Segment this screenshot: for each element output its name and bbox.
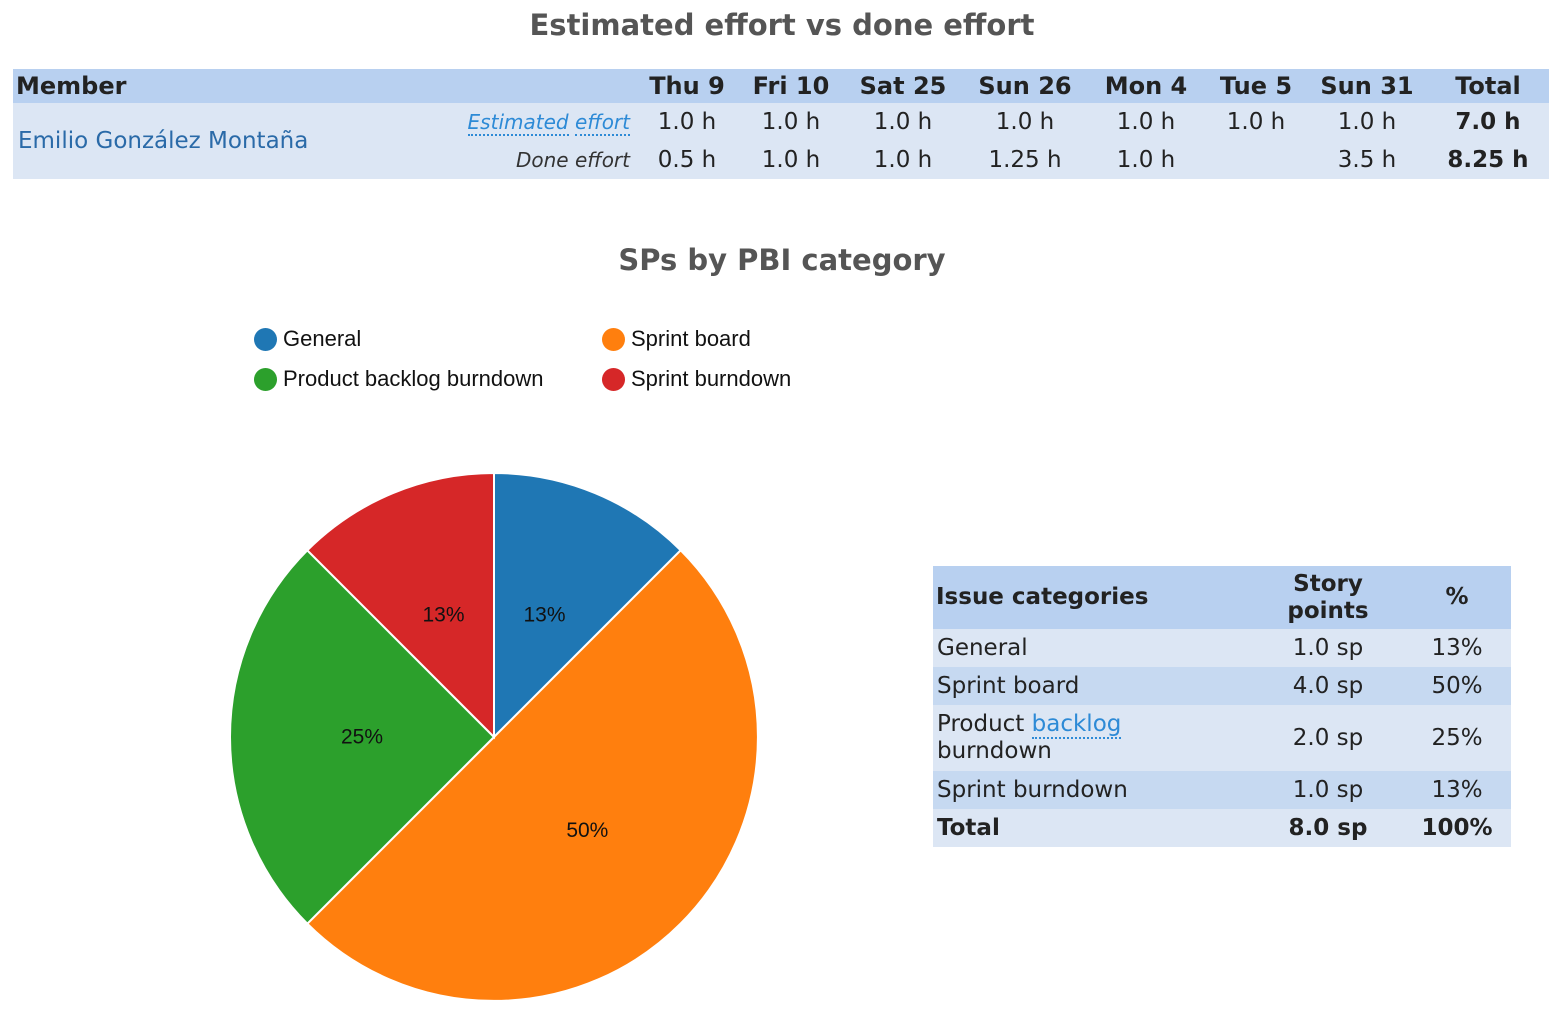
day-column-header: Sun 26: [978, 72, 1072, 100]
category-points: 2.0 sp: [1292, 725, 1364, 751]
legend-swatch-product-backlog-burndown: [254, 367, 277, 391]
estimated-label-part1[interactable]: Estimated: [467, 110, 569, 136]
done-effort-total: 8.25 h: [1447, 147, 1529, 173]
member-column-header: Member: [16, 72, 127, 100]
total-column-header: Total: [1455, 72, 1521, 100]
pie-slice-product-backlog-burndown[interactable]: [229, 548, 496, 926]
day-column-header: Mon 4: [1104, 72, 1188, 100]
category-name-part1: Product: [937, 711, 1025, 737]
category-name: Sprint board: [937, 672, 1080, 699]
estimated-effort-row: Emilio González Montaña Estimated effort…: [13, 103, 1549, 154]
total-points: 8.0 sp: [1288, 815, 1368, 841]
estimated-label-part2[interactable]: effort: [574, 110, 630, 136]
pie-slice-label-sprint-board: 50%: [566, 819, 608, 842]
estimated-effort-value: 1.0 h: [761, 109, 821, 135]
table-row: Sprint burndown 1.0 sp 13%: [933, 771, 1511, 809]
categories-table-header: Issue categories Story points %: [933, 566, 1511, 629]
category-name: General: [937, 634, 1028, 661]
pie-slice-label-product-backlog-burndown: 25%: [341, 726, 383, 749]
done-effort-value: 1.25 h: [988, 147, 1062, 173]
table-total-row: Total 8.0 sp 100%: [933, 809, 1511, 847]
category-points: 4.0 sp: [1292, 673, 1364, 699]
legend-swatch-sprint-burndown: [602, 367, 625, 391]
issue-categories-table: Issue categories Story points % General 1…: [933, 566, 1511, 847]
effort-table-header: Member Thu 9 Fri 10 Sat 25 Sun 26 Mon 4 …: [13, 69, 1549, 103]
day-column-header: Sun 31: [1320, 72, 1414, 100]
category-percent: 13%: [1431, 777, 1483, 803]
category-percent: 25%: [1431, 725, 1483, 751]
percent-header: %: [1445, 584, 1469, 610]
category-name-link[interactable]: backlog: [1031, 711, 1122, 739]
effort-table: Member Thu 9 Fri 10 Sat 25 Sun 26 Mon 4 …: [13, 69, 1549, 179]
category-name: Product backlog burndown: [933, 705, 1253, 771]
legend-swatch-general: [254, 327, 277, 351]
estimated-effort-total: 7.0 h: [1455, 109, 1521, 135]
table-row: Sprint board 4.0 sp 50%: [933, 667, 1511, 705]
done-effort-value: 1.0 h: [873, 147, 933, 173]
effort-section-title: Estimated effort vs done effort: [529, 8, 1035, 42]
estimated-effort-value: 1.0 h: [1226, 109, 1286, 135]
pie-slice-sprint-board[interactable]: [305, 548, 759, 1002]
total-label: Total: [937, 814, 1000, 841]
legend-item-general[interactable]: General: [254, 326, 361, 352]
story-points-header-line1: Story: [1293, 570, 1363, 597]
day-column-header: Thu 9: [649, 72, 725, 100]
done-effort-value: [1205, 141, 1307, 179]
legend-label: General: [283, 326, 362, 351]
done-effort-value: 1.0 h: [1116, 147, 1176, 173]
pie-slice-general[interactable]: [493, 471, 683, 740]
story-points-header: Story points: [1253, 566, 1403, 629]
category-name: Sprint burndown: [937, 776, 1128, 803]
category-percent: 13%: [1431, 635, 1483, 661]
done-effort-value: 1.0 h: [761, 147, 821, 173]
estimated-effort-value: 1.0 h: [995, 109, 1055, 135]
legend-label: Product backlog burndown: [283, 366, 544, 391]
legend-label: Sprint burndown: [631, 366, 792, 391]
category-name-part2: burndown: [937, 738, 1052, 764]
table-row: Product backlog burndown 2.0 sp 25%: [933, 705, 1511, 771]
estimated-effort-value: 1.0 h: [657, 109, 717, 135]
chart-legend: General Sprint board Product backlog bur…: [254, 322, 854, 402]
total-percent: 100%: [1421, 815, 1493, 841]
day-column-header: Tue 5: [1219, 72, 1293, 100]
estimated-effort-value: 1.0 h: [1337, 109, 1397, 135]
sp-section-title: SPs by PBI category: [618, 243, 946, 277]
estimated-effort-value: 1.0 h: [873, 109, 933, 135]
category-percent: 50%: [1431, 673, 1483, 699]
done-effort-value: 0.5 h: [657, 147, 717, 173]
category-points: 1.0 sp: [1292, 777, 1364, 803]
pie-slice-label-sprint-burndown: 13%: [422, 604, 464, 627]
pie-slice-label-general: 13%: [523, 604, 565, 627]
issue-categories-header: Issue categories: [936, 584, 1149, 610]
estimated-effort-value: 1.0 h: [1116, 109, 1176, 135]
pie-chart: 13% 50% 25% 13%: [229, 471, 759, 1002]
member-name[interactable]: Emilio González Montaña: [18, 128, 309, 154]
estimated-effort-label[interactable]: Estimated effort: [413, 103, 635, 141]
legend-item-product-backlog-burndown[interactable]: Product backlog burndown: [254, 366, 544, 392]
legend-item-sprint-burndown[interactable]: Sprint burndown: [602, 366, 791, 392]
legend-label: Sprint board: [631, 326, 751, 351]
category-points: 1.0 sp: [1292, 635, 1364, 661]
legend-swatch-sprint-board: [602, 327, 625, 351]
pie-slice-sprint-burndown[interactable]: [305, 471, 495, 740]
done-effort-value: 3.5 h: [1337, 147, 1397, 173]
day-column-header: Fri 10: [752, 72, 830, 100]
story-points-header-line2: points: [1287, 597, 1369, 624]
day-column-header: Sat 25: [859, 72, 947, 100]
done-effort-label: Done effort: [515, 148, 630, 172]
legend-item-sprint-board[interactable]: Sprint board: [602, 326, 751, 352]
table-row: General 1.0 sp 13%: [933, 629, 1511, 667]
